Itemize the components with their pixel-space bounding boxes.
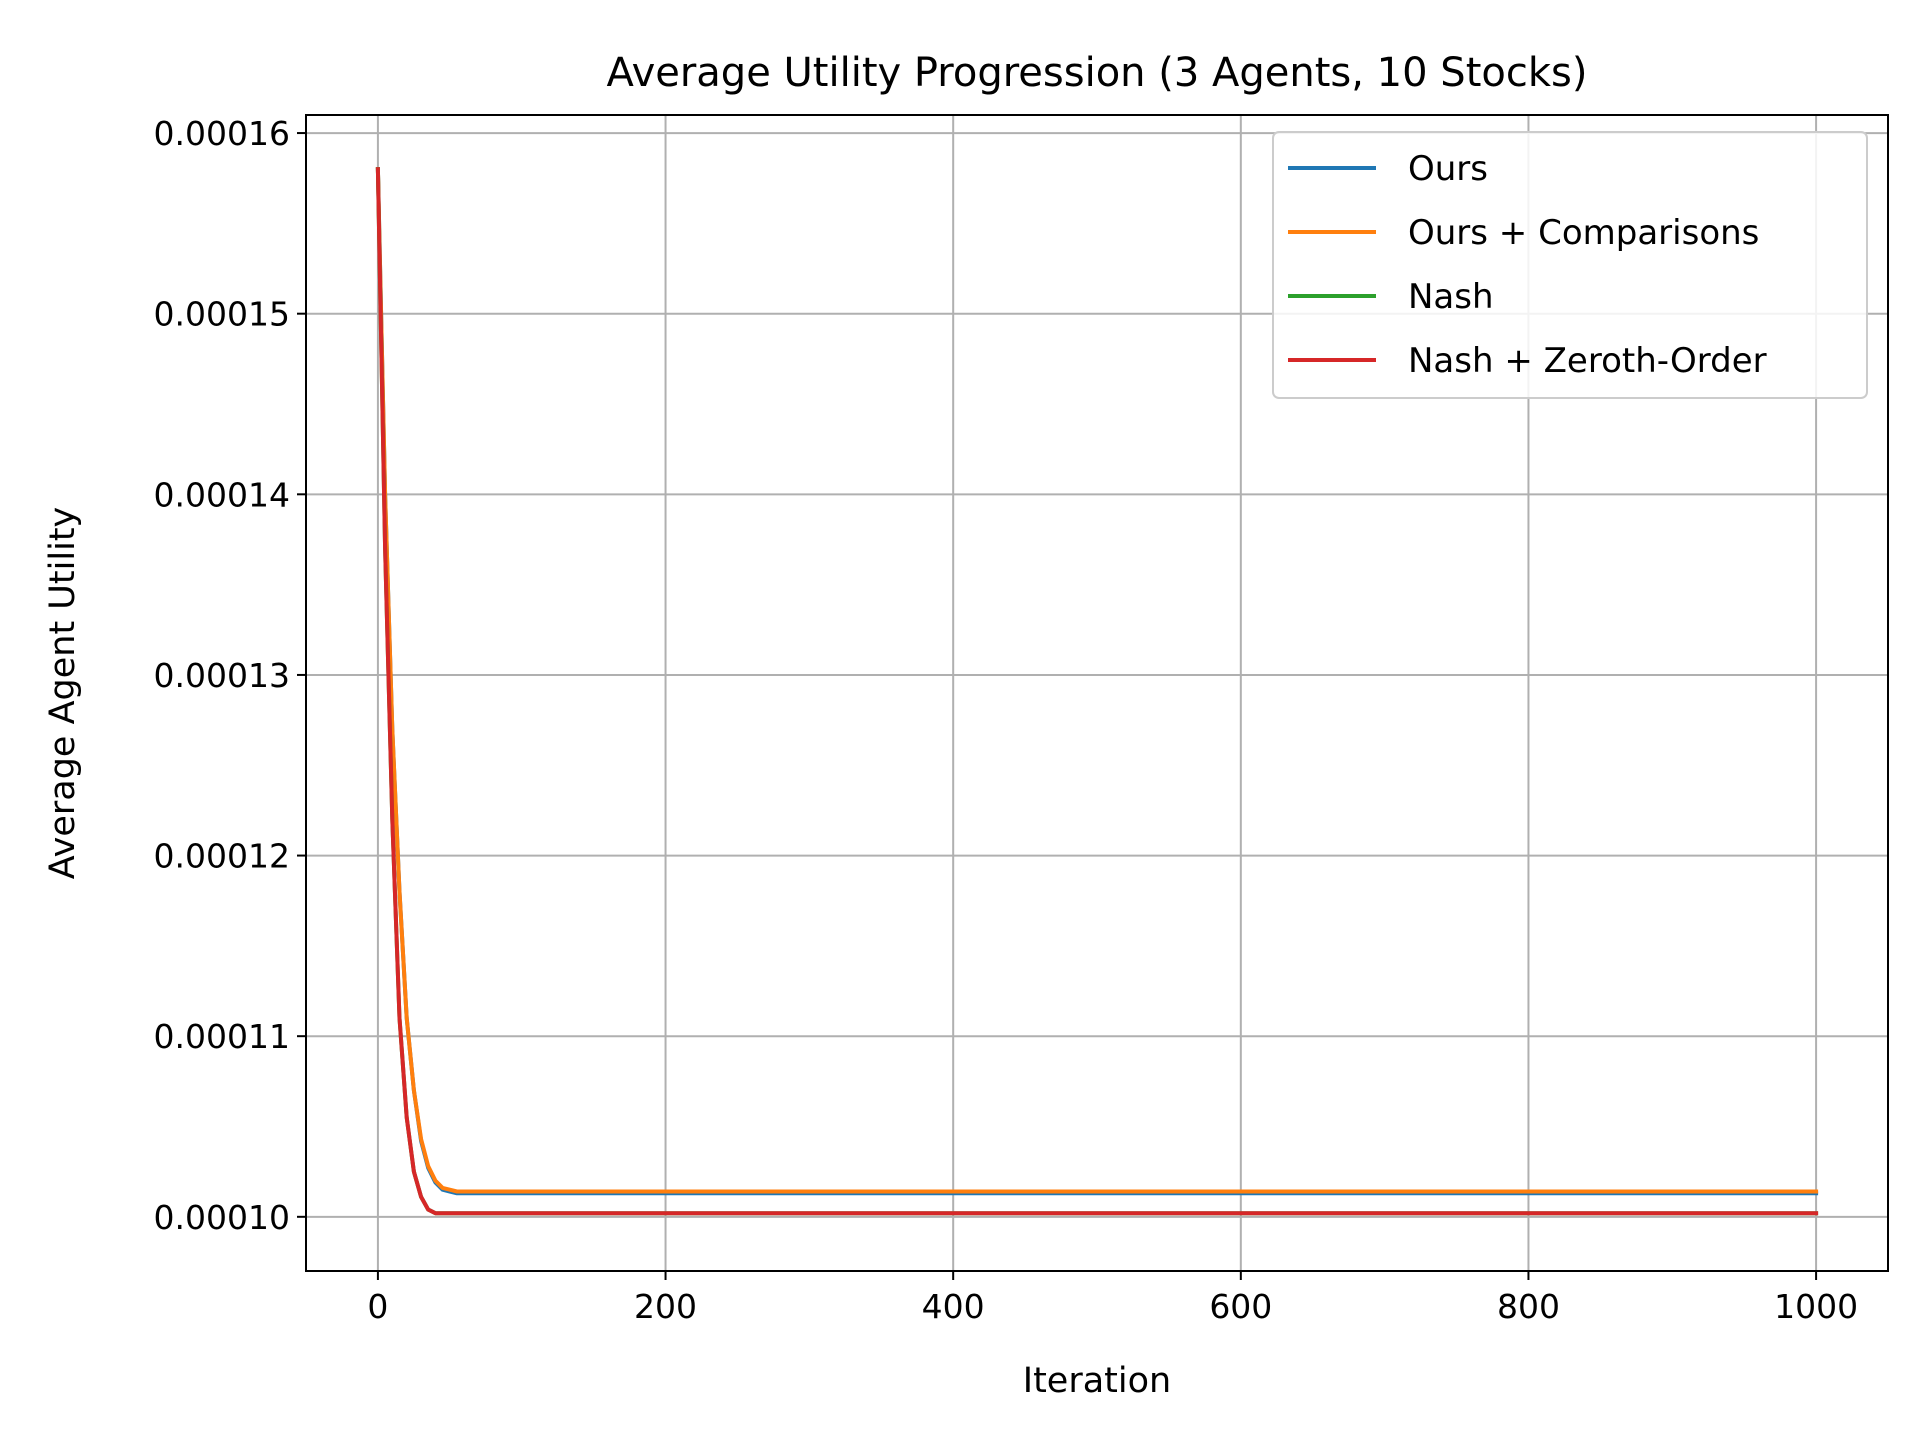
legend-label-nash: Nash: [1408, 277, 1494, 317]
chart-title: Average Utility Progression (3 Agents, 1…: [607, 50, 1588, 96]
y-tick-label: 0.00012: [154, 837, 290, 876]
y-tick-label: 0.00015: [154, 295, 290, 334]
x-tick-label: 800: [1497, 1287, 1560, 1326]
y-tick-label: 0.00013: [154, 656, 290, 695]
legend: Ours Ours + Comparisons Nash Nash + Zeroth-…: [1272, 131, 1868, 399]
x-tick-label: 400: [922, 1287, 985, 1326]
series-line-nash-zeroth-order: [375, 167, 1819, 1216]
y-axis: 0.00010 0.00011 0.00012 0.00013 0.00014 0.000…: [154, 114, 306, 1237]
x-tick-label: 600: [1209, 1287, 1272, 1326]
x-tick-label: 0: [367, 1287, 388, 1326]
series-layer: [375, 167, 1819, 1216]
x-tick-label: 200: [634, 1287, 697, 1326]
y-tick-label: 0.00011: [154, 1017, 290, 1056]
plot-frame: [305, 114, 1889, 1272]
legend-label-ours-comparisons: Ours + Comparisons: [1408, 213, 1759, 253]
series-line-ours-comparisons: [375, 167, 1819, 1194]
grid-lines: [306, 115, 1888, 1271]
y-axis-label: Average Agent Utility: [43, 507, 83, 880]
legend-label-ours: Ours: [1408, 149, 1488, 189]
x-tick-label: 1000: [1774, 1287, 1858, 1326]
y-tick-label: 0.00014: [154, 475, 290, 514]
y-tick-label: 0.00010: [154, 1198, 290, 1237]
legend-label-nash-zeroth-order: Nash + Zeroth-Order: [1408, 341, 1767, 381]
y-tick-label: 0.00016: [154, 114, 290, 153]
legend-box: [1272, 131, 1868, 399]
x-axis: 0 200 400 600 800 1000: [367, 1271, 1858, 1326]
x-axis-label: Iteration: [1023, 1361, 1171, 1401]
